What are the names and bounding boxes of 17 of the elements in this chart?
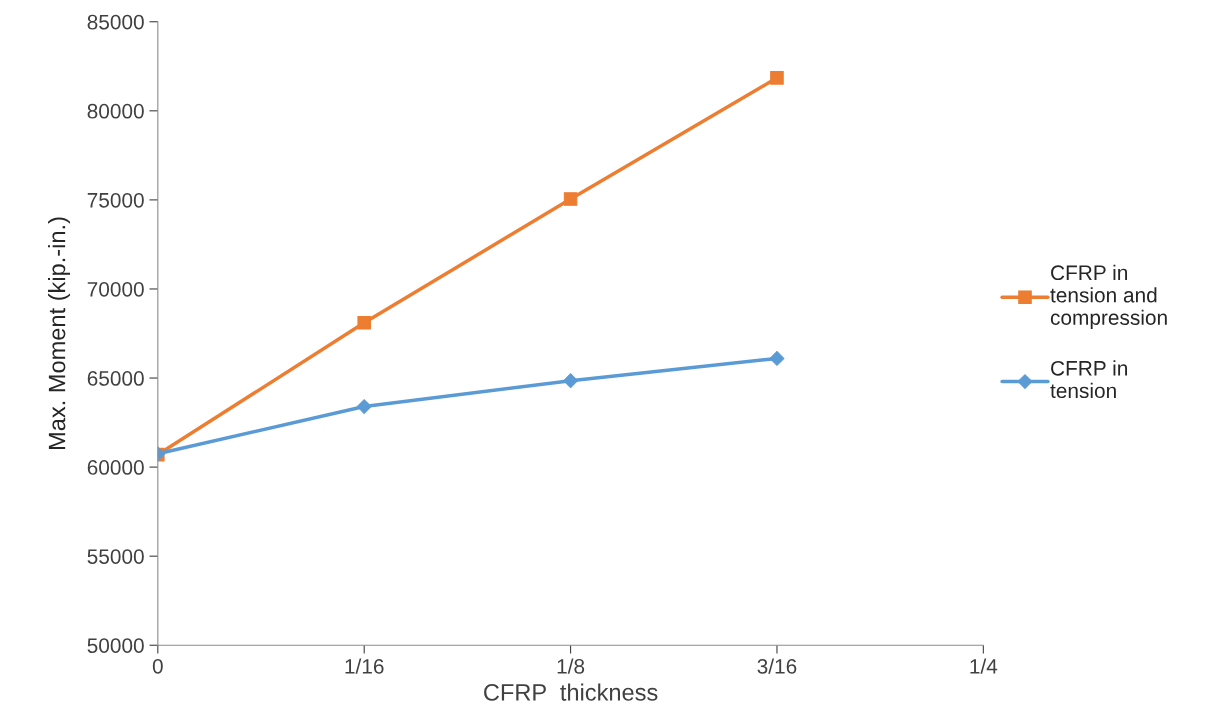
y-tick-label: 80000	[87, 103, 144, 119]
x-tick-label: 3/16	[757, 658, 797, 674]
x-tick-label: 1/16	[345, 658, 384, 674]
y-tick-label: 70000	[87, 281, 144, 297]
y-tick-label: 60000	[87, 460, 144, 475]
x-tick-label: 0	[152, 658, 163, 674]
legend-label: CFRP in tension and compression	[1050, 264, 1167, 330]
y-tick-label: 65000	[87, 371, 144, 386]
x-tick-label: 1/8	[557, 658, 585, 674]
legend-label: CFRP in tension	[1050, 360, 1128, 399]
y-tick-label: 50000	[87, 638, 144, 653]
y-tick-label: 85000	[87, 14, 144, 30]
y-axis-title: Max. Moment (kip.-in.)	[48, 217, 71, 449]
y-tick-label: 55000	[87, 549, 144, 564]
y-tick-label: 75000	[87, 192, 144, 208]
x-tick-label: 1/4	[970, 658, 998, 674]
x-axis-title: CFRP thickness	[484, 683, 658, 701]
